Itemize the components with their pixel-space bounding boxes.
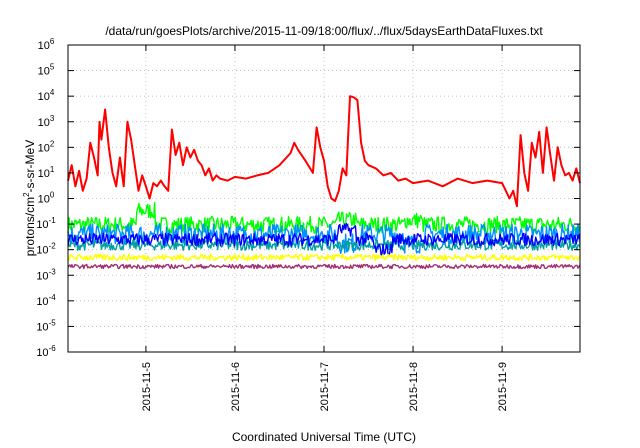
axes: 10-6 10-5 10-4 10-3 10-2 10-1 100 101 102 103 104 1… xyxy=(36,37,581,411)
y-axis-label: protons/cm2-s-sr-MeV xyxy=(22,140,37,256)
series-line xyxy=(67,263,581,270)
chart-title: /data/run/goesPlots/archive/2015-11-09/1… xyxy=(105,24,543,38)
y-tick-label: 106 xyxy=(38,37,55,52)
y-tick-label: 105 xyxy=(38,63,55,78)
y-tick-label: 10-5 xyxy=(36,318,56,333)
y-tick-label: 10-4 xyxy=(36,293,56,308)
plot-area xyxy=(67,95,581,270)
x-tick-label: 2015-11-9 xyxy=(497,362,509,411)
series-line xyxy=(67,253,581,262)
series-line xyxy=(67,95,581,208)
y-tick-label: 103 xyxy=(38,114,55,129)
y-tick-label: 104 xyxy=(38,88,55,103)
x-tick-label: 2015-11-7 xyxy=(319,362,331,411)
x-axis-label: Coordinated Universal Time (UTC) xyxy=(232,430,416,444)
y-tick-label: 10-1 xyxy=(36,216,56,231)
series-line xyxy=(67,222,581,257)
y-tick-label: 102 xyxy=(38,139,55,154)
y-tick-label: 10-6 xyxy=(36,344,56,359)
plot-frame xyxy=(67,44,581,353)
y-tick-label: 10-2 xyxy=(36,242,56,257)
grid xyxy=(68,45,580,352)
x-tick-label: 2015-11-8 xyxy=(408,362,420,411)
series-line xyxy=(67,201,581,234)
x-tick-label: 2015-11-6 xyxy=(230,362,242,411)
y-tick-label: 100 xyxy=(38,191,55,206)
y-tick-label: 101 xyxy=(38,165,55,180)
x-tick-label: 2015-11-5 xyxy=(141,362,153,411)
y-tick-label: 10-3 xyxy=(36,267,56,282)
